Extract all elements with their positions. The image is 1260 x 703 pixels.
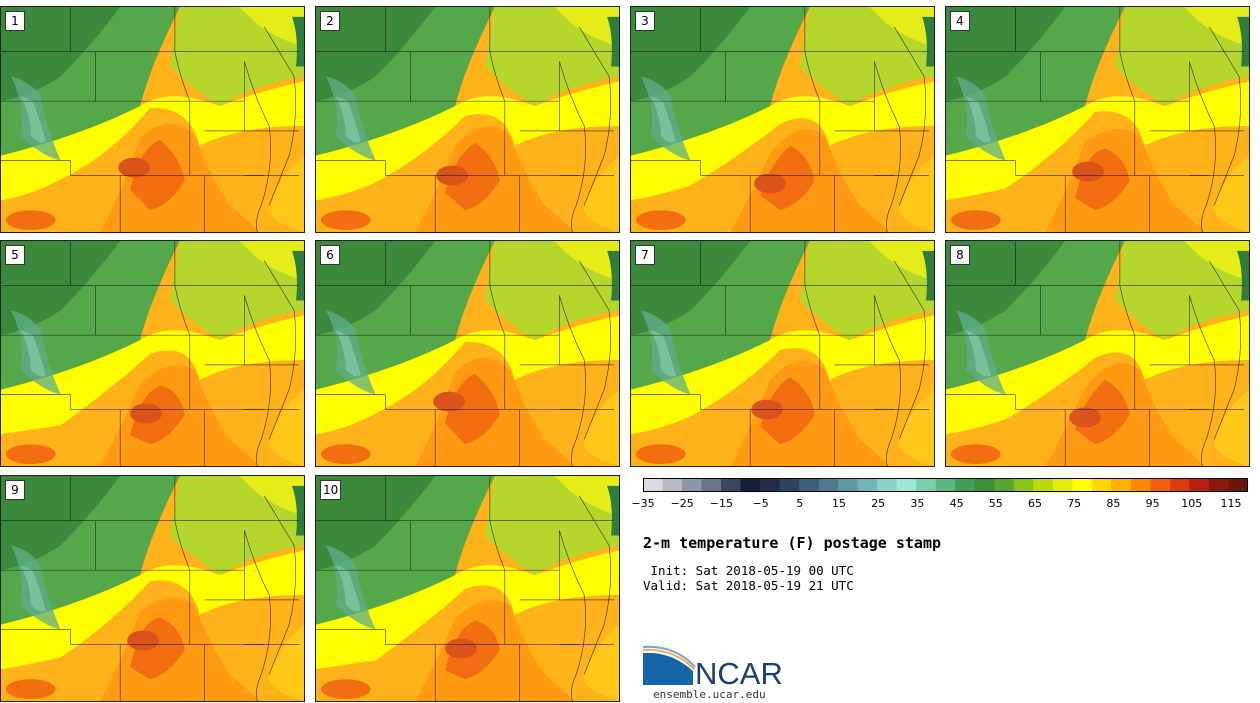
colorbar-swatch	[799, 478, 820, 492]
ensemble-member-panel: 10	[315, 475, 620, 702]
colorbar-tick-label: 85	[1106, 497, 1121, 510]
colorbar-swatch	[721, 478, 742, 492]
colorbar-swatch	[994, 478, 1015, 492]
colorbar-swatch	[935, 478, 956, 492]
colorbar-tick-label: 115	[1220, 497, 1242, 510]
colorbar-tick-label: 55	[988, 497, 1003, 510]
colorbar-swatch	[1013, 478, 1034, 492]
colorbar-tick-label: 25	[871, 497, 886, 510]
init-time: Init: Sat 2018-05-19 00 UTC	[643, 563, 854, 578]
site-url: ensemble.ucar.edu	[653, 688, 766, 701]
member-number-label: 4	[950, 11, 970, 31]
colorbar-swatch	[1169, 478, 1190, 492]
colorbar-swatch	[1052, 478, 1073, 492]
colorbar-tick-label: 75	[1067, 497, 1082, 510]
valid-time: Valid: Sat 2018-05-19 21 UTC	[643, 578, 854, 593]
colorbar-swatch	[1150, 478, 1171, 492]
colorbar-swatch	[1208, 478, 1229, 492]
colorbar-swatch	[916, 478, 937, 492]
colorbar-tick-label: 15	[832, 497, 846, 510]
ncar-logo: NCAR	[643, 645, 783, 690]
colorbar-swatch	[1130, 478, 1151, 492]
plot-title: 2-m temperature (F) postage stamp	[643, 534, 942, 552]
colorbar-swatch	[896, 478, 917, 492]
colorbar-swatch	[682, 478, 703, 492]
member-number-label: 2	[320, 11, 340, 31]
colorbar-tick-labels: −35 −25 −15 −5 5 15 25 35 45 55 65 75 85 95 105 115	[628, 497, 1258, 513]
colorbar-tick-label: 5	[796, 497, 804, 510]
colorbar-tick-label: 105	[1181, 497, 1203, 510]
colorbar-swatch	[701, 478, 722, 492]
colorbar-tick-label: 65	[1028, 497, 1042, 510]
member-number-label: 8	[950, 245, 970, 265]
colorbar-swatch	[1228, 478, 1248, 492]
colorbar-swatch	[643, 478, 664, 492]
colorbar-swatch	[779, 478, 800, 492]
member-number-label: 1	[5, 11, 25, 31]
member-number-label: 3	[635, 11, 655, 31]
colorbar-swatch	[1111, 478, 1132, 492]
member-number-label: 6	[320, 245, 340, 265]
colorbar-swatch	[1072, 478, 1093, 492]
ensemble-member-panel: 9	[0, 475, 305, 702]
ensemble-member-panel: 3	[630, 6, 935, 233]
colorbar-swatch	[1033, 478, 1054, 492]
colorbar-swatch	[838, 478, 859, 492]
ensemble-member-panel: 2	[315, 6, 620, 233]
ensemble-member-panel: 7	[630, 240, 935, 467]
colorbar-swatch	[1189, 478, 1210, 492]
ensemble-member-panel: 6	[315, 240, 620, 467]
colorbar-swatch	[1091, 478, 1112, 492]
member-number-label: 10	[320, 480, 342, 500]
ensemble-member-panel: 8	[945, 240, 1250, 467]
colorbar-tick-label: 45	[949, 497, 964, 510]
colorbar-tick-label: 95	[1145, 497, 1160, 510]
ensemble-member-panel: 4	[945, 6, 1250, 233]
colorbar-swatch	[974, 478, 995, 492]
colorbar-tick-label: 35	[910, 497, 925, 510]
colorbar-tick-label: −25	[670, 497, 694, 510]
colorbar-swatch	[877, 478, 898, 492]
colorbar-swatch	[857, 478, 878, 492]
colorbar-tick-label: −15	[709, 497, 733, 510]
colorbar-swatch	[818, 478, 839, 492]
colorbar-swatch	[760, 478, 781, 492]
member-number-label: 7	[635, 245, 655, 265]
temperature-colorbar	[643, 478, 1248, 492]
ensemble-member-panel: 1	[0, 6, 305, 233]
colorbar-border	[643, 478, 1248, 492]
colorbar-swatch	[662, 478, 683, 492]
colorbar-swatch	[740, 478, 761, 492]
member-number-label: 5	[5, 245, 25, 265]
logo-wordmark: NCAR	[695, 656, 783, 690]
colorbar-swatch	[955, 478, 976, 492]
member-number-label: 9	[5, 480, 25, 500]
colorbar-tick-label: −5	[752, 497, 769, 510]
colorbar-tick-label: −35	[631, 497, 655, 510]
ensemble-member-panel: 5	[0, 240, 305, 467]
